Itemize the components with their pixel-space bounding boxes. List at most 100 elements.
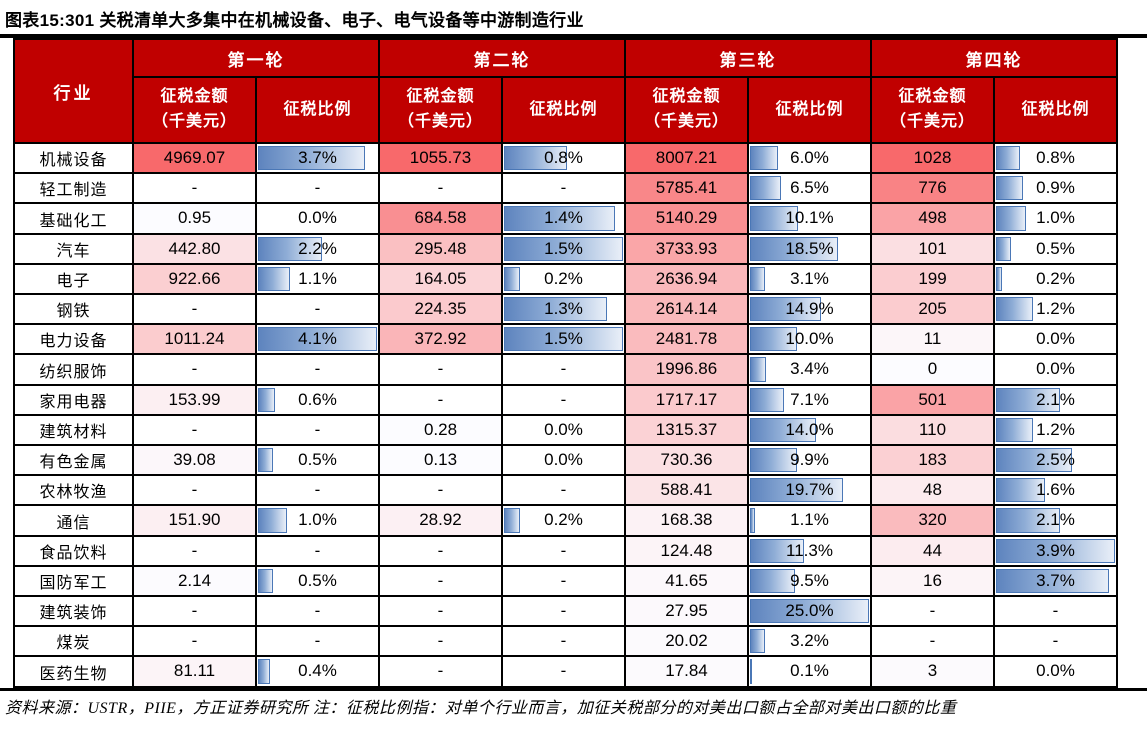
data-bar: [996, 206, 1027, 231]
data-bar: [996, 266, 1003, 292]
ratio-value: 2.5%: [1036, 450, 1075, 470]
ratio-cell: 9.5%: [747, 564, 872, 598]
ratio-value: 25.0%: [785, 601, 834, 621]
data-bar: [996, 538, 1115, 563]
ratio-cell: 14.0%: [747, 413, 872, 447]
ratio-value: 0.2%: [1036, 268, 1075, 288]
ratio-cell: -: [255, 595, 380, 628]
round-2-header: 第二轮: [378, 38, 626, 78]
industry-cell: 食品饮料: [13, 534, 134, 567]
data-bar: [258, 387, 276, 412]
table-row: 钢铁 - -224.35 1.3% 2614.14 14.9% 205 1.2%: [13, 293, 1118, 326]
industry-cell: 电力设备: [13, 323, 134, 356]
ratio-cell: 9.9%: [747, 444, 872, 477]
industry-cell: 纺织服饰: [13, 353, 134, 386]
data-bar: [996, 478, 1045, 503]
amount-cell: 0.28: [378, 413, 503, 447]
ratio-value: -: [314, 178, 321, 198]
ratio-cell: -: [255, 474, 380, 507]
amount-cell: 81.11: [132, 655, 257, 688]
ratio-value: -: [560, 540, 567, 560]
data-bar: [750, 266, 765, 292]
amount-cell: 1315.37: [624, 413, 749, 447]
ratio-cell: 0.2%: [501, 262, 626, 296]
data-bar: [750, 629, 766, 654]
amount-cell: -: [132, 172, 257, 205]
amount-cell: -: [132, 293, 257, 326]
amount-cell: 8007.21: [624, 141, 749, 175]
table-row: 通信 151.90 1.0% 28.92 0.2% 168.38 1.1% 320 2.1%: [13, 504, 1118, 537]
amount-cell: -: [378, 655, 503, 688]
ratio-cell: 3.2%: [747, 625, 872, 658]
ratio-value: 0.5%: [298, 570, 337, 590]
ratio-cell: 1.1%: [255, 262, 380, 296]
ratio-cell: 0.5%: [993, 232, 1118, 265]
ratio-value: 2.2%: [298, 238, 337, 258]
amount-cell: -: [378, 383, 503, 416]
amount-cell: -: [378, 353, 503, 386]
amount-cell: 0: [870, 353, 995, 386]
amount-cell: 5785.41: [624, 172, 749, 205]
ratio-cell: -: [501, 383, 626, 416]
amount-cell: 39.08: [132, 444, 257, 477]
ratio-cell: 1.0%: [993, 202, 1118, 235]
ratio-cell: 0.0%: [501, 444, 626, 477]
table-row: 电力设备 1011.24 4.1% 372.92 1.5% 2481.78 10.0% 11 0…: [13, 323, 1118, 356]
amount-header: 征税金额 （千美元）: [132, 76, 257, 144]
ratio-cell: -: [255, 534, 380, 567]
amount-cell: 44: [870, 534, 995, 567]
data-bar: [504, 146, 568, 171]
amount-cell: 5140.29: [624, 202, 749, 235]
amount-cell: 17.84: [624, 655, 749, 688]
industry-cell: 农林牧渔: [13, 474, 134, 507]
table-row: 电子 922.66 1.1% 164.05 0.2% 2636.94 3.1% 199 0.2%: [13, 262, 1118, 296]
ratio-cell: 10.1%: [747, 202, 872, 235]
ratio-value: 0.2%: [544, 510, 583, 530]
ratio-value: 0.8%: [544, 148, 583, 167]
table-row: 机械设备 4969.07 3.7% 1055.73 0.8% 8007.21 6.0% 102…: [13, 141, 1118, 175]
amount-cell: -: [132, 474, 257, 507]
ratio-cell: 0.6%: [255, 383, 380, 416]
ratio-value: 0.0%: [544, 450, 583, 470]
data-bar: [996, 448, 1072, 473]
ratio-header: 征税比例: [747, 76, 872, 144]
ratio-cell: -: [255, 293, 380, 326]
ratio-value: 1.3%: [544, 299, 583, 319]
data-bar: [258, 327, 377, 352]
ratio-cell: 14.9%: [747, 293, 872, 326]
data-bar: [996, 417, 1033, 443]
amount-cell: -: [870, 595, 995, 628]
ratio-cell: 25.0%: [747, 595, 872, 628]
amount-cell: 588.41: [624, 474, 749, 507]
ratio-cell: 2.2%: [255, 232, 380, 265]
amount-cell: -: [870, 625, 995, 658]
top-rule: [0, 34, 1147, 38]
data-bar: [996, 297, 1033, 322]
ratio-cell: 0.2%: [501, 504, 626, 537]
data-bar: [750, 448, 797, 473]
ratio-cell: 1.1%: [747, 504, 872, 537]
amount-cell: 1055.73: [378, 141, 503, 175]
ratio-value: 0.0%: [544, 419, 583, 439]
ratio-value: 18.5%: [785, 238, 834, 258]
ratio-value: -: [314, 419, 321, 439]
ratio-cell: -: [501, 655, 626, 688]
ratio-value: 10.0%: [785, 329, 834, 349]
amount-cell: 498: [870, 202, 995, 235]
table-row: 医药生物 81.11 0.4% - - 17.84 0.1% 3 0.0%: [13, 655, 1118, 688]
amount-cell: -: [378, 564, 503, 598]
table-row: 国防军工 2.14 0.5% - - 41.65 9.5% 16 3.7%: [13, 564, 1118, 598]
data-bar: [504, 266, 520, 292]
tariff-table: 行业 第一轮 第二轮 第三轮 第四轮 征税金额 （千美元） 征税比例 征税金额 （千…: [13, 38, 1118, 688]
table-row: 轻工制造 - - - -5785.41 6.5% 776 0.9%: [13, 172, 1118, 205]
amount-cell: 1717.17: [624, 383, 749, 416]
ratio-cell: 2.1%: [993, 504, 1118, 537]
ratio-value: -: [560, 359, 567, 379]
ratio-value: -: [560, 480, 567, 500]
data-bar: [258, 266, 290, 292]
ratio-value: 3.7%: [1036, 570, 1075, 590]
amount-cell: 295.48: [378, 232, 503, 265]
ratio-cell: 0.0%: [993, 353, 1118, 386]
ratio-cell: 3.7%: [255, 141, 380, 175]
ratio-value: 1.0%: [298, 510, 337, 530]
